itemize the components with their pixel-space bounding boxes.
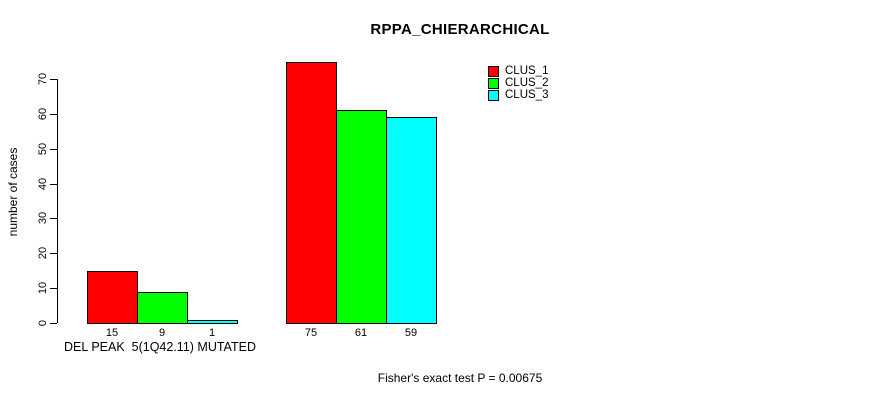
- y-axis-tick-label: 60: [37, 107, 49, 120]
- bar-clus_2-group1: [137, 292, 188, 324]
- bar-clus_1-group1: [87, 271, 138, 324]
- legend-label: CLUS_1: [505, 65, 549, 77]
- y-axis-tick: [50, 183, 57, 185]
- legend-swatch-clus_2: [488, 77, 499, 89]
- y-axis-tick: [50, 113, 57, 115]
- legend-item-clus_1: CLUS_1: [488, 65, 548, 77]
- legend-item-clus_2: CLUS_2: [488, 77, 548, 89]
- bar-value-label: 1: [208, 327, 216, 339]
- y-axis-tick-label: 50: [37, 142, 49, 155]
- bar-clus_2-group2: [336, 110, 387, 324]
- bar-value-label: 75: [304, 327, 318, 339]
- fisher-test-annotation: Fisher's exact test P = 0.00675: [377, 371, 543, 385]
- bar-value-label: 61: [354, 327, 368, 339]
- legend-item-clus_3: CLUS_3: [488, 89, 548, 101]
- y-axis-tick: [50, 79, 57, 80]
- y-axis-tick: [50, 253, 57, 255]
- bar-value-label: 9: [158, 327, 166, 339]
- legend-swatch-clus_1: [488, 65, 499, 77]
- y-axis-tick: [50, 288, 57, 290]
- bar-clus_3-group2: [386, 117, 437, 324]
- y-axis-tick-label: 30: [37, 212, 49, 225]
- bar-clus_3-group1: [187, 320, 238, 324]
- y-axis-tick: [50, 323, 57, 324]
- y-axis-tick-label: 10: [37, 282, 49, 295]
- legend-label: CLUS_3: [505, 89, 549, 101]
- x-axis-group-label: DEL PEAK 5(1Q42.11) MUTATED: [64, 340, 256, 354]
- y-axis-tick-label: 20: [37, 247, 49, 260]
- chart-title: RPPA_CHIERARCHICAL: [370, 21, 550, 38]
- legend-swatch-clus_3: [488, 89, 499, 101]
- y-axis-tick-label: 70: [37, 72, 49, 86]
- y-axis-title: number of cases: [6, 147, 20, 237]
- y-axis-tick-label: 0: [37, 319, 49, 327]
- y-axis-tick-label: 40: [37, 177, 49, 190]
- y-axis-tick: [50, 148, 57, 150]
- legend: CLUS_1 CLUS_2 CLUS_3: [488, 65, 548, 101]
- bar-value-label: 15: [105, 327, 119, 339]
- bar-clus_1-group2: [286, 62, 337, 324]
- bar-value-label: 59: [404, 327, 418, 339]
- y-axis-tick: [50, 218, 57, 220]
- legend-label: CLUS_2: [505, 77, 549, 89]
- y-axis-line: [57, 79, 58, 323]
